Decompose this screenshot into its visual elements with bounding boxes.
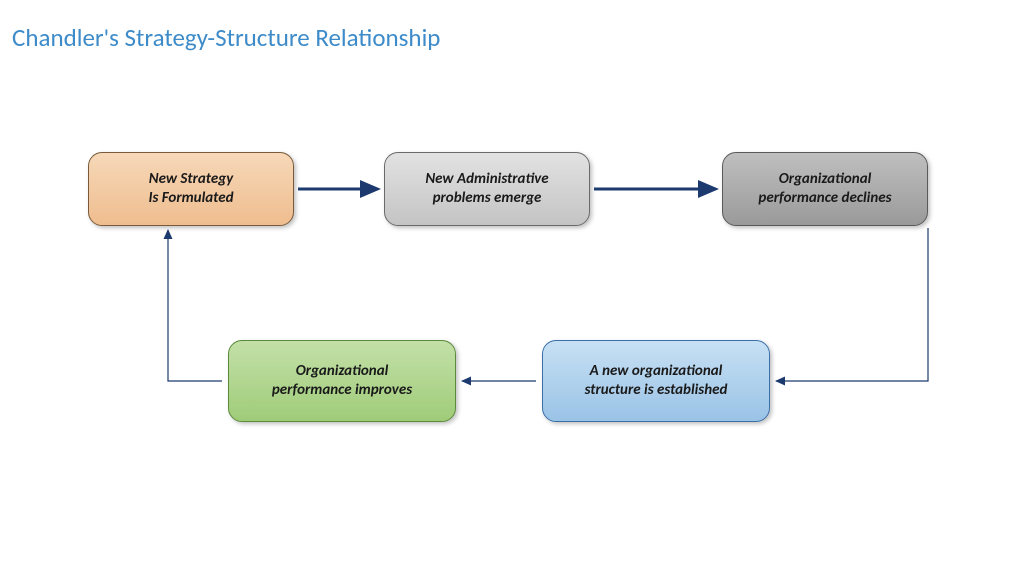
flow-arrow (776, 228, 928, 381)
flow-node-admin-problems: New Administrative problems emerge (384, 152, 590, 226)
node-line: problems emerge (433, 189, 542, 208)
flow-node-performance-improves: Organizational performance improves (228, 340, 456, 422)
node-line: structure is established (585, 381, 728, 400)
flow-node-performance-declines: Organizational performance declines (722, 152, 928, 226)
node-line: A new organizational (590, 362, 723, 381)
page-title: Chandler's Strategy-Structure Relationsh… (12, 22, 440, 53)
flow-node-new-strategy: New Strategy Is Formulated (88, 152, 294, 226)
node-line: Organizational (296, 362, 389, 381)
node-line: New Strategy (149, 170, 233, 189)
flow-arrows (0, 0, 1024, 576)
node-line: New Administrative (425, 170, 548, 189)
node-line: performance declines (758, 189, 891, 208)
flow-arrow (168, 230, 222, 381)
flow-node-new-structure: A new organizational structure is establ… (542, 340, 770, 422)
node-line: Is Formulated (148, 189, 233, 208)
node-line: Organizational (779, 170, 872, 189)
node-line: performance improves (272, 381, 412, 400)
